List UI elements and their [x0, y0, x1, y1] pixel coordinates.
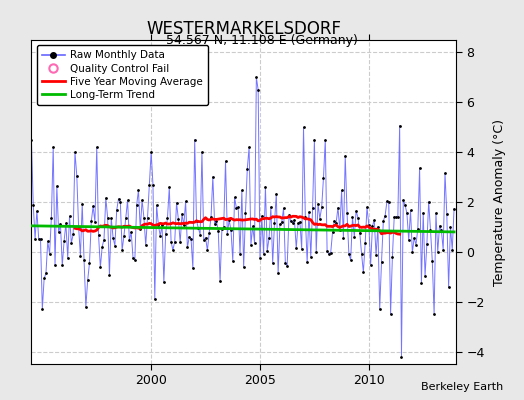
Y-axis label: Temperature Anomaly (°C): Temperature Anomaly (°C): [493, 118, 506, 286]
Text: Berkeley Earth: Berkeley Earth: [421, 382, 503, 392]
Title: WESTERMARKELSDORF: WESTERMARKELSDORF: [146, 20, 341, 38]
Legend: Raw Monthly Data, Quality Control Fail, Five Year Moving Average, Long-Term Tren: Raw Monthly Data, Quality Control Fail, …: [37, 45, 208, 105]
Text: 54.567 N, 11.108 E (Germany): 54.567 N, 11.108 E (Germany): [166, 34, 358, 47]
